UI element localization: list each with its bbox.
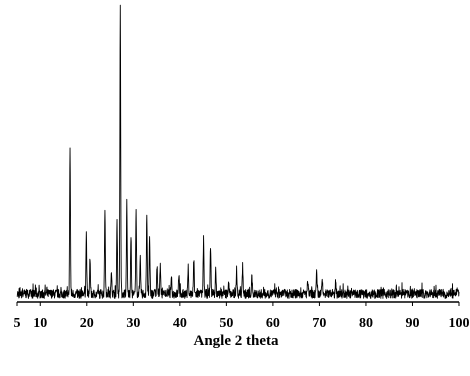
diffraction-pattern-line <box>16 4 460 299</box>
x-tick-labels: 5 10 20 30 40 50 60 70 80 90 100 <box>14 316 470 331</box>
x-tick-label-10: 10 <box>33 316 47 331</box>
x-axis-title: Angle 2 theta <box>194 333 279 349</box>
x-tick-label-70: 70 <box>312 316 326 331</box>
x-tick-label-30: 30 <box>126 316 140 331</box>
x-tick-label-20: 20 <box>80 316 94 331</box>
x-tick-label-100: 100 <box>449 316 470 331</box>
x-tick-label-5: 5 <box>14 316 21 331</box>
plot-area <box>16 4 460 306</box>
x-ticks <box>16 302 460 306</box>
x-tick-label-60: 60 <box>266 316 280 331</box>
x-tick-label-50: 50 <box>219 316 233 331</box>
x-tick-label-80: 80 <box>359 316 373 331</box>
x-tick-label-40: 40 <box>173 316 187 331</box>
x-tick-label-90: 90 <box>405 316 419 331</box>
